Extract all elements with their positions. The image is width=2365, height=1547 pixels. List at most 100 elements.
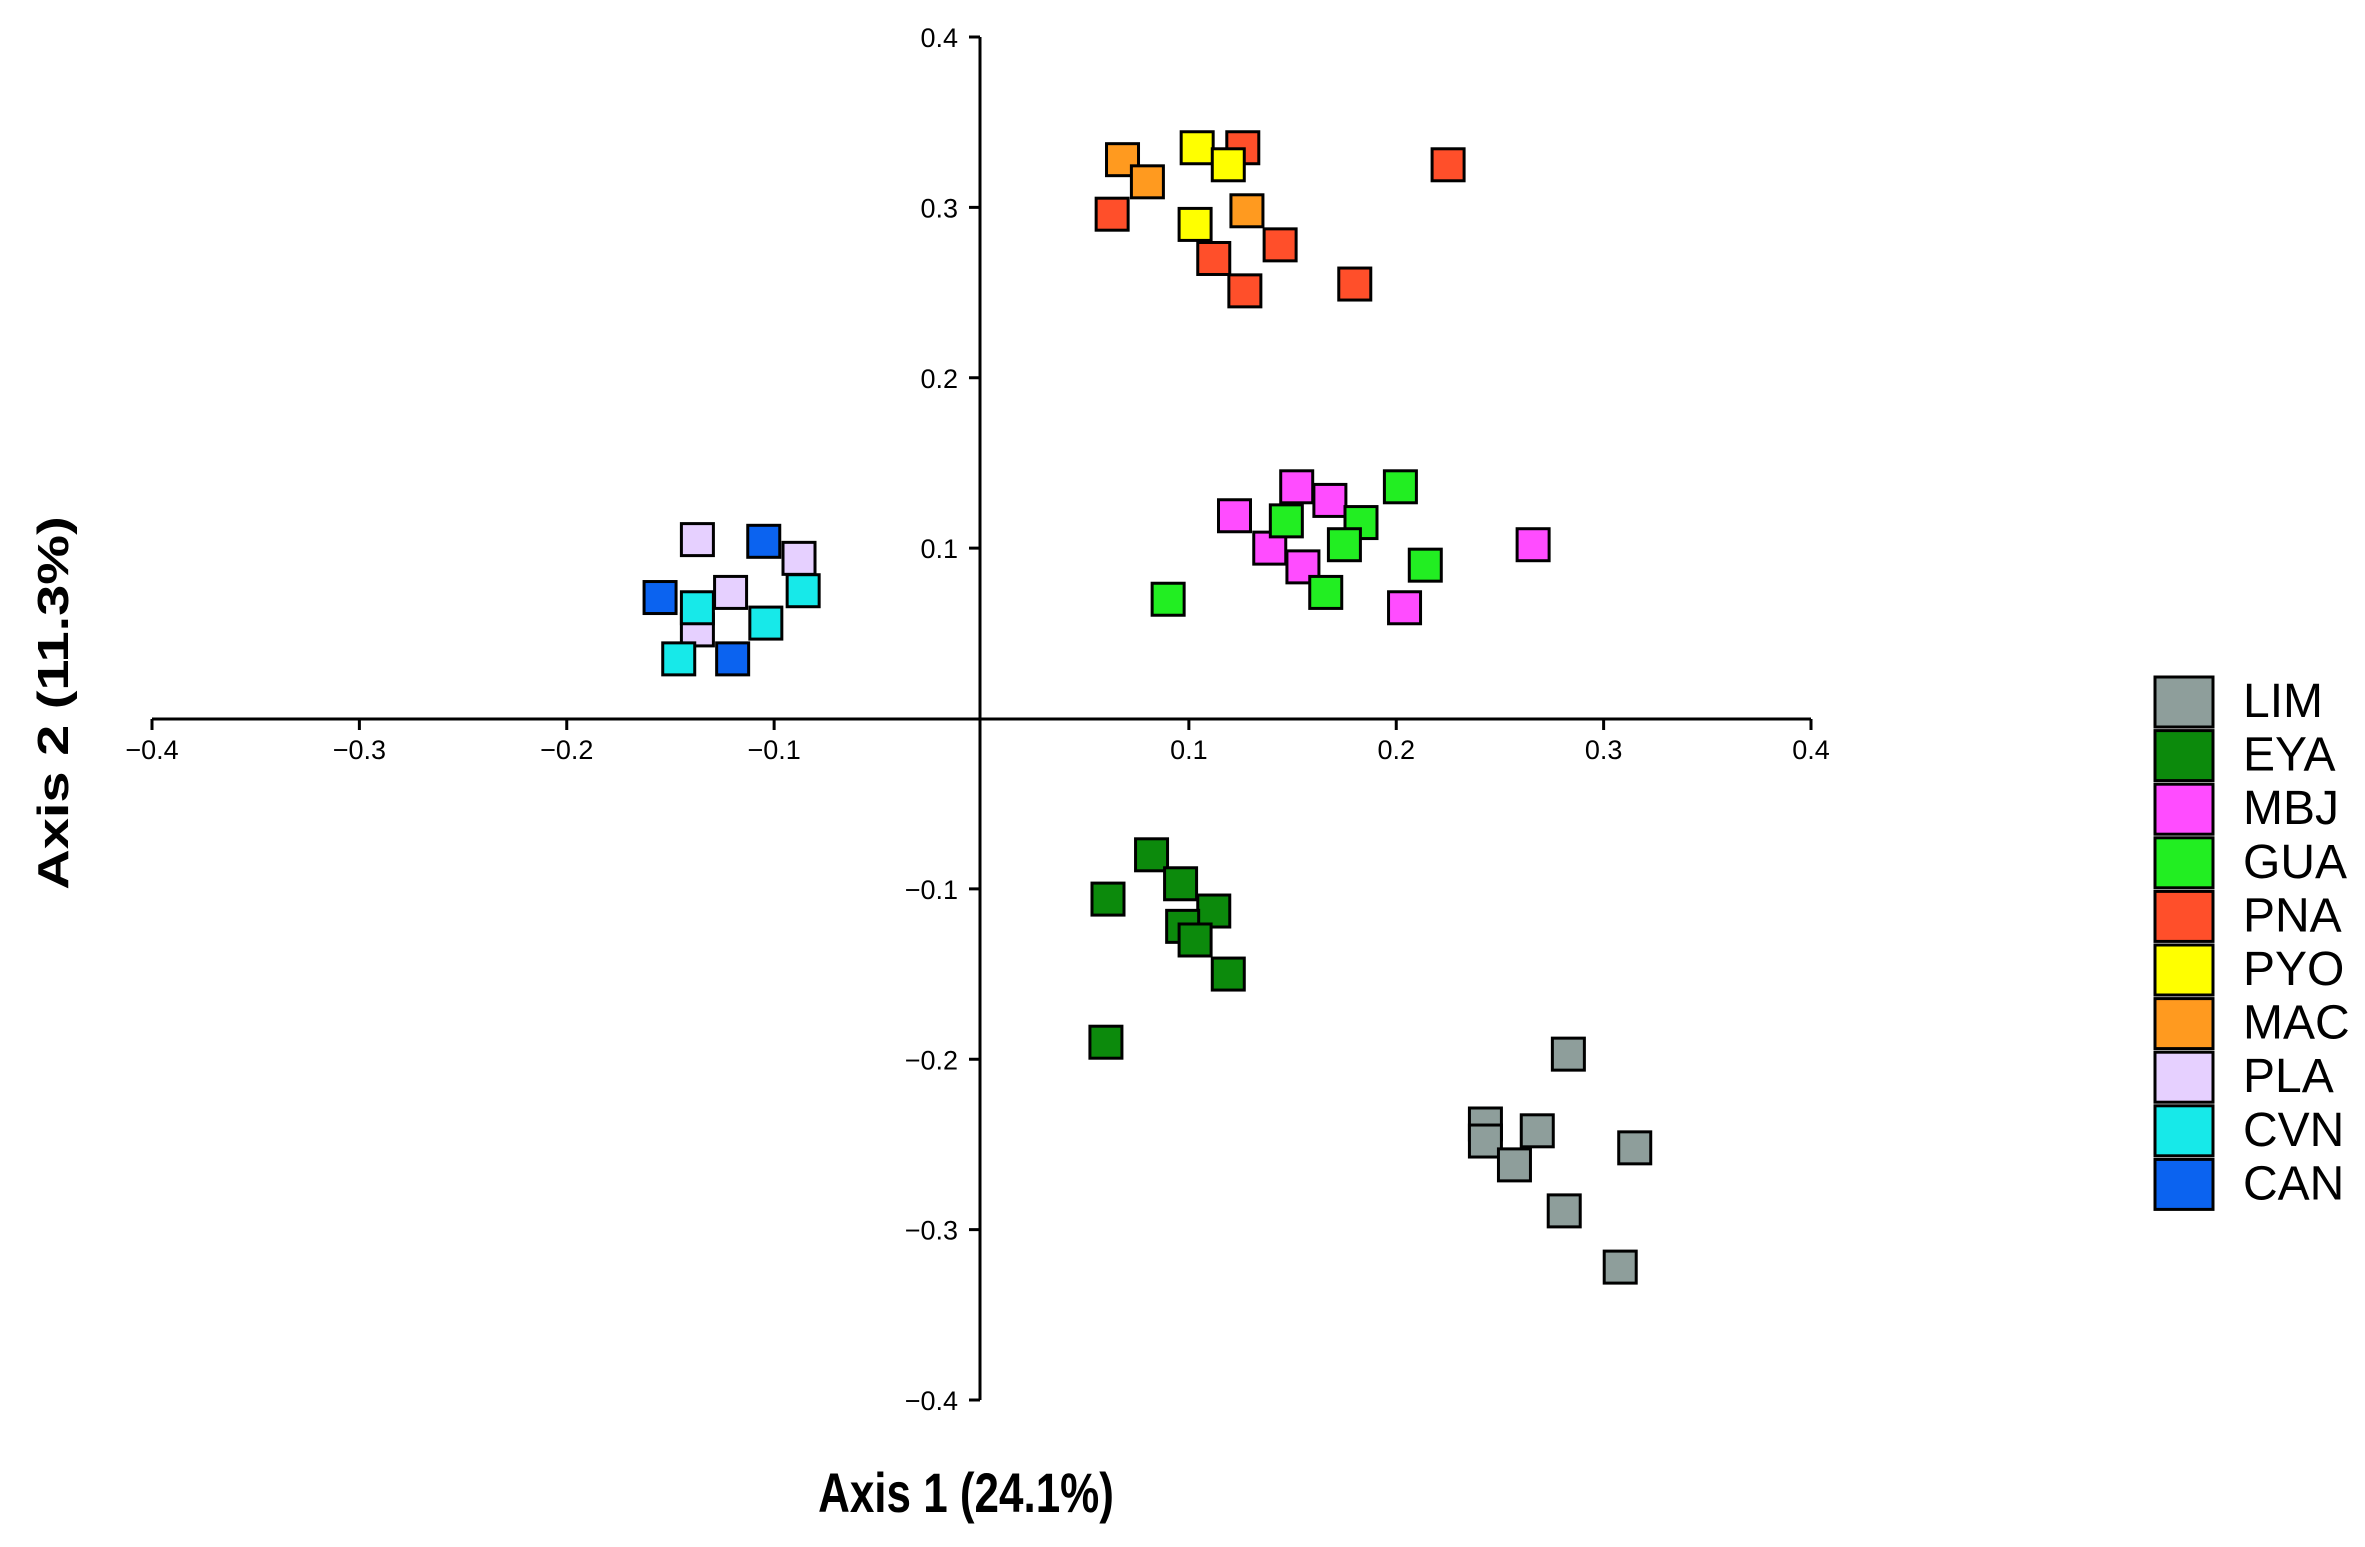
legend-swatch <box>2153 889 2215 943</box>
legend-swatch <box>2153 675 2215 729</box>
x-tick-label: −0.4 <box>125 735 178 765</box>
legend-label: CAN <box>2243 1157 2344 1210</box>
data-point-gua <box>1268 503 1304 539</box>
y-tick-label: −0.3 <box>905 1216 958 1246</box>
legend-item-cvn: CVN <box>2153 1104 2344 1158</box>
data-point-lim <box>1602 1249 1638 1285</box>
x-tick-label: 0.1 <box>1170 735 1208 765</box>
data-point-gua <box>1150 581 1186 617</box>
data-point-gua <box>1407 547 1443 583</box>
y-tick-label: 0.2 <box>920 364 958 394</box>
x-tick-label: 0.2 <box>1377 735 1415 765</box>
data-point-pla <box>679 522 715 558</box>
data-point-mac <box>1105 142 1141 178</box>
legend-label: LIM <box>2243 675 2323 728</box>
legend-swatch <box>2153 1104 2215 1158</box>
legend-swatch <box>2153 836 2215 890</box>
legend-swatch <box>2153 729 2215 783</box>
data-point-lim <box>1496 1147 1532 1183</box>
data-point-lim <box>1467 1123 1503 1159</box>
data-point-pna <box>1430 147 1466 183</box>
data-point-pna <box>1227 273 1263 309</box>
data-point-pla <box>713 574 749 610</box>
data-point-mbj <box>1216 498 1252 534</box>
legend-label: CVN <box>2243 1104 2344 1157</box>
legend-item-pla: PLA <box>2153 1050 2334 1104</box>
data-point-mbj <box>1312 482 1348 518</box>
data-point-eya <box>1177 922 1213 958</box>
data-point-cvn <box>785 573 821 609</box>
axes <box>152 37 1811 1400</box>
data-point-pna <box>1196 240 1232 276</box>
data-point-eya <box>1210 956 1246 992</box>
y-axis-ticks: 0.4 0.3 0.2 0.1 −0.1 −0.2 −0.3 −0.4 <box>905 23 980 1416</box>
legend-swatch <box>2153 1050 2215 1104</box>
y-tick-label: 0.3 <box>920 193 958 223</box>
data-point-eya <box>1196 893 1232 929</box>
data-point-eya <box>1090 881 1126 917</box>
legend-item-mac: MAC <box>2153 997 2350 1051</box>
y-tick-label: −0.1 <box>905 875 958 905</box>
data-point-mac <box>1129 164 1165 200</box>
legend-swatch <box>2153 782 2215 836</box>
x-tick-label: −0.1 <box>747 735 800 765</box>
legend-label: PYO <box>2243 943 2344 996</box>
legend-item-can: CAN <box>2153 1157 2344 1211</box>
x-tick-label: 0.4 <box>1792 735 1830 765</box>
data-point-mbj <box>1387 590 1423 626</box>
y-tick-label: −0.4 <box>905 1386 958 1416</box>
data-point-lim <box>1546 1193 1582 1229</box>
data-point-can <box>715 641 751 677</box>
data-point-pna <box>1262 227 1298 263</box>
x-tick-label: 0.3 <box>1585 735 1623 765</box>
legend-label: PNA <box>2243 889 2342 942</box>
legend-item-gua: GUA <box>2153 836 2347 890</box>
data-point-can <box>642 580 678 616</box>
data-point-lim <box>1617 1130 1653 1166</box>
legend-swatch <box>2153 943 2215 997</box>
legend-item-mbj: MBJ <box>2153 782 2339 836</box>
legend-label: GUA <box>2243 836 2347 889</box>
data-point-pna <box>1337 266 1373 302</box>
data-point-mac <box>1229 193 1265 229</box>
y-tick-label: 0.4 <box>920 23 958 53</box>
legend-label: MAC <box>2243 997 2350 1050</box>
legend-swatch <box>2153 1157 2215 1211</box>
data-point-mbj <box>1279 469 1315 505</box>
data-point-pyo <box>1179 130 1215 166</box>
x-axis-ticks: −0.4 −0.3 −0.2 −0.1 0.1 0.2 0.3 0.4 <box>125 719 1830 765</box>
data-point-cvn <box>679 590 715 626</box>
x-tick-label: −0.2 <box>540 735 593 765</box>
data-point-can <box>746 523 782 559</box>
legend-swatch <box>2153 997 2215 1051</box>
legend-item-lim: LIM <box>2153 675 2323 729</box>
data-point-gua <box>1308 574 1344 610</box>
x-tick-label: −0.3 <box>333 735 386 765</box>
legend-label: EYA <box>2243 729 2335 782</box>
data-point-mbj <box>1515 527 1551 563</box>
data-point-cvn <box>661 641 697 677</box>
data-point-pyo <box>1210 147 1246 183</box>
y-tick-label: −0.2 <box>905 1045 958 1075</box>
data-points <box>642 130 1653 1285</box>
data-point-pyo <box>1177 206 1213 242</box>
data-point-eya <box>1134 837 1170 873</box>
legend-item-pna: PNA <box>2153 889 2342 943</box>
data-point-lim <box>1519 1113 1555 1149</box>
y-tick-label: 0.1 <box>920 534 958 564</box>
data-point-gua <box>1382 469 1418 505</box>
legend-label: PLA <box>2243 1050 2334 1103</box>
data-point-lim <box>1550 1036 1586 1072</box>
legend-item-pyo: PYO <box>2153 943 2344 997</box>
data-point-cvn <box>748 605 784 641</box>
data-point-pna <box>1094 196 1130 232</box>
data-point-gua <box>1326 527 1362 563</box>
data-point-eya <box>1163 866 1199 902</box>
legend-label: MBJ <box>2243 782 2339 835</box>
data-point-eya <box>1088 1024 1124 1060</box>
y-axis-title: Axis 2 (11.3%) <box>28 516 78 889</box>
legend-item-eya: EYA <box>2153 729 2335 783</box>
data-point-pla <box>781 540 817 576</box>
